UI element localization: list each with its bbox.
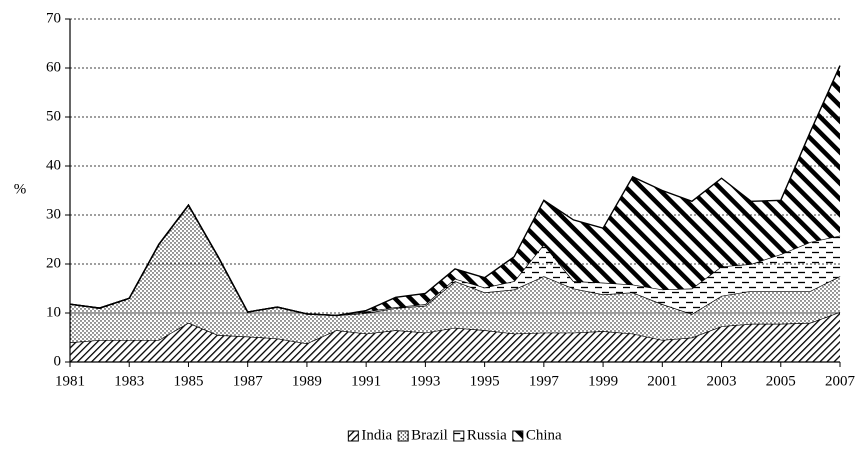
area [70,205,840,316]
y-tick-label: 20 [46,255,61,271]
legend-label: China [526,427,562,443]
area-outline [69,65,841,317]
y-tick-label: 0 [54,353,62,369]
x-tick-label: 2001 [647,373,677,389]
y-tick-label: 60 [46,59,61,75]
area [70,65,840,316]
area [70,205,840,344]
legend-swatch [453,430,465,442]
x-tick-label: 1997 [529,373,560,389]
y-tick-label: 30 [46,206,61,222]
legend-label: Russia [467,427,507,443]
x-tick-label: 1989 [292,373,322,389]
x-tick-label: 2007 [825,373,856,389]
area [70,312,840,362]
y-tick-label: 50 [46,108,61,124]
x-tick-label: 2005 [766,373,796,389]
y-tick-label: 10 [46,304,61,320]
x-tick-label: 1985 [173,373,203,389]
legend-swatch [397,430,409,442]
x-tick-label: 1995 [470,373,500,389]
x-tick-label: 1987 [233,373,264,389]
x-tick-label: 1999 [588,373,618,389]
x-tick-label: 1981 [55,373,85,389]
x-tick-label: 1993 [410,373,440,389]
y-axis-label: % [14,181,27,197]
y-tick-label: 40 [46,157,61,173]
legend-swatch [347,430,359,442]
x-tick-label: 1991 [351,373,381,389]
legend-swatch [512,430,524,442]
legend: India Brazil Russia China [347,427,562,443]
x-tick-label: 2003 [707,373,737,389]
legend-label: Brazil [411,427,448,443]
legend-label: India [361,427,392,443]
y-tick-label: 70 [46,10,61,26]
x-tick-label: 1983 [114,373,144,389]
